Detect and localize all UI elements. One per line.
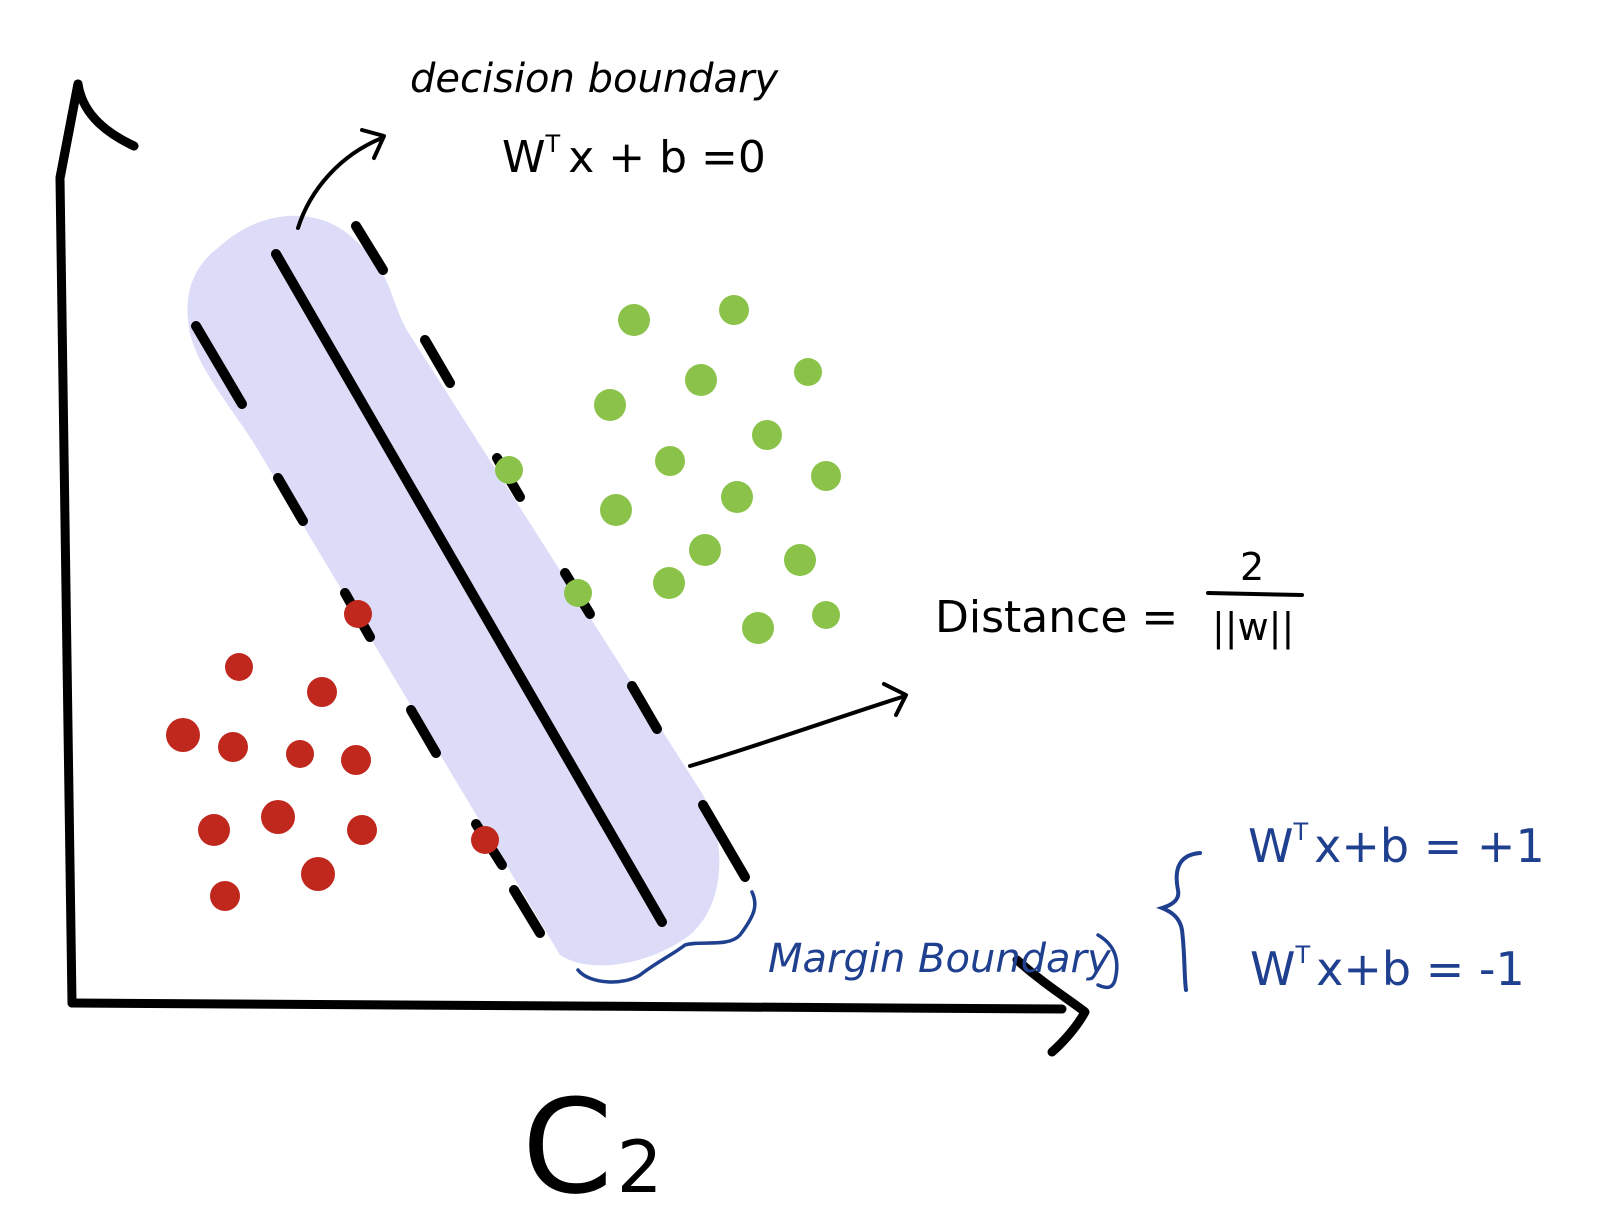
margin-brace-right [1096, 933, 1119, 990]
data-point [752, 420, 782, 450]
data-point [600, 494, 632, 526]
fraction-bar [1206, 591, 1304, 597]
data-point [210, 881, 240, 911]
data-point [811, 461, 841, 491]
data-point [721, 481, 753, 513]
distance-numerator: 2 [1240, 545, 1264, 589]
distance-label: Distance = [935, 592, 1178, 643]
data-point [495, 456, 523, 484]
x-axis [67, 998, 1067, 1014]
data-point [685, 364, 717, 396]
y-axis-arrowhead [55, 79, 139, 183]
data-point [719, 295, 749, 325]
positive-class-points [495, 295, 841, 644]
distance-arrowhead [882, 682, 908, 717]
decision-boundary-line [271, 249, 667, 927]
data-point [225, 653, 253, 681]
margin-band [187, 215, 720, 966]
negative-class-points [166, 600, 499, 911]
pointer-arrows [296, 128, 908, 768]
equations-brace [1155, 851, 1202, 992]
data-point [594, 389, 626, 421]
data-point [618, 304, 650, 336]
data-point [307, 677, 337, 707]
decision-equation: WT x + b =0 [502, 130, 766, 183]
data-point [344, 600, 372, 628]
data-point [198, 814, 230, 846]
data-point [564, 579, 592, 607]
data-point [794, 358, 822, 386]
y-axis [55, 79, 83, 1008]
x-axis-arrowhead [1012, 955, 1090, 1057]
data-point [341, 745, 371, 775]
distance-denominator: ||w|| [1212, 605, 1294, 650]
data-point [347, 815, 377, 845]
margin-boundary-label: Margin Boundary [768, 936, 1112, 982]
decision-boundary-label: decision boundary [410, 56, 780, 102]
distance-arrow [688, 695, 904, 768]
equation-minus-one: WT x+b = -1 [1250, 941, 1525, 996]
data-point [689, 534, 721, 566]
data-point [261, 800, 295, 834]
data-point [812, 601, 840, 629]
data-point [471, 826, 499, 854]
decision-arrowhead [360, 128, 386, 160]
data-point [784, 544, 816, 576]
data-point [653, 567, 685, 599]
data-point [166, 718, 200, 752]
data-point [286, 740, 314, 768]
axes [55, 79, 1090, 1057]
x-axis-label: C2 [522, 1071, 663, 1223]
decision-arrow [296, 136, 384, 230]
margin-brace [576, 890, 757, 984]
data-point [655, 446, 685, 476]
data-point [742, 612, 774, 644]
equation-plus-one: WT x+b = +1 [1248, 818, 1545, 873]
data-point [301, 857, 335, 891]
data-point [218, 732, 248, 762]
